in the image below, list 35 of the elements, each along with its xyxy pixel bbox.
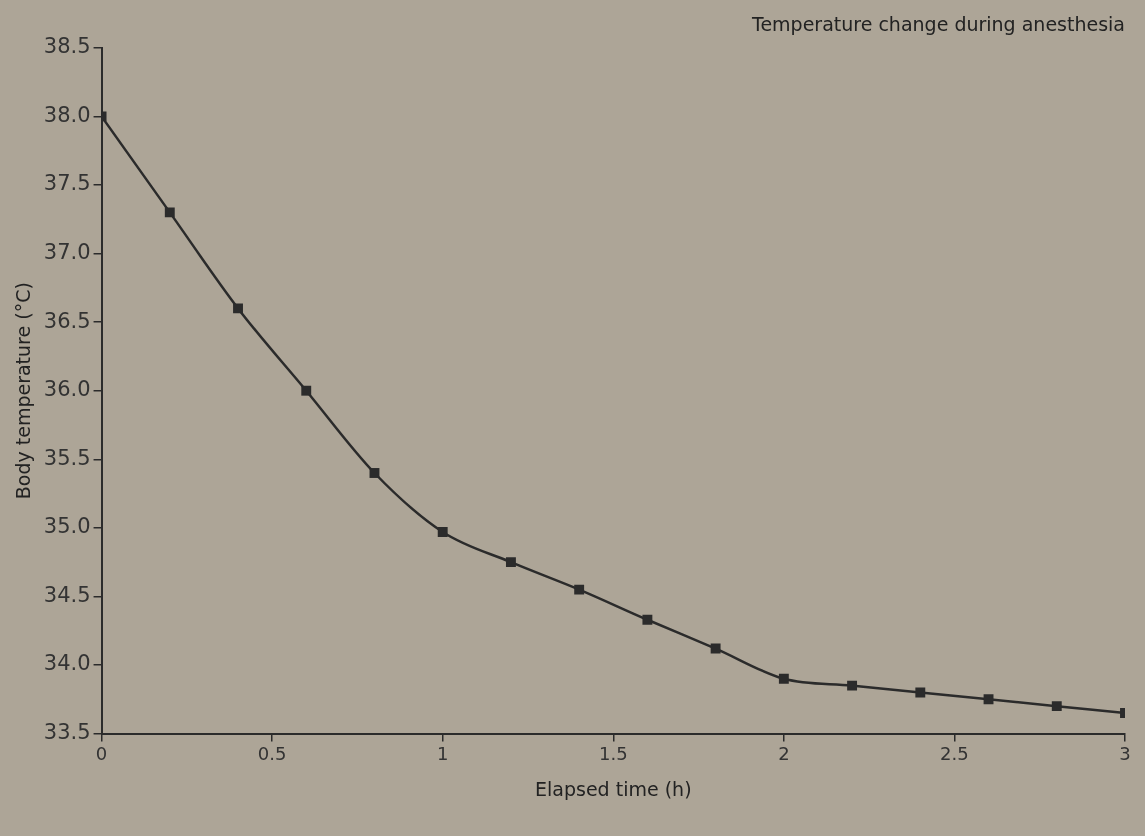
chart-title: Temperature change during anesthesia (751, 13, 1125, 36)
point (369, 468, 380, 478)
y-tick-label: 34.0 (43, 651, 91, 676)
point (1051, 701, 1062, 712)
y-tick-label: 36.0 (43, 377, 91, 402)
y-axis-title: Body temperature (°C) (12, 282, 35, 500)
x-axis-title: Elapsed time (h) (535, 777, 692, 800)
point (915, 687, 926, 698)
point (505, 557, 516, 568)
point (164, 207, 175, 218)
point (778, 673, 789, 684)
y-tick-label: 34.5 (43, 582, 91, 607)
x-tick-label: 2 (778, 743, 790, 765)
y-tick-label: 33.5 (43, 720, 91, 745)
y-tick-label: 35.0 (43, 514, 91, 539)
y-tick-label: 38.5 (43, 34, 91, 59)
x-tick-label: 3 (1119, 743, 1131, 765)
x-tick-label: 2.5 (940, 743, 969, 765)
y-tick-label: 37.0 (43, 239, 91, 264)
point (301, 385, 312, 396)
point (710, 643, 721, 654)
point (233, 303, 243, 314)
y-tick-label: 38.0 (43, 102, 91, 127)
y-tick-label: 35.5 (43, 445, 91, 470)
point (983, 694, 994, 705)
point (642, 614, 653, 625)
y-tick-label: 36.5 (43, 308, 91, 333)
x-tick-label: 0 (95, 743, 108, 765)
x-tick-label: 1 (436, 743, 449, 765)
point (574, 584, 585, 595)
point (437, 527, 448, 537)
y-tick-label: 37.5 (43, 171, 91, 196)
x-tick-label: 0.5 (257, 743, 287, 765)
point (847, 680, 858, 691)
x-tick-label: 1.5 (598, 743, 628, 765)
